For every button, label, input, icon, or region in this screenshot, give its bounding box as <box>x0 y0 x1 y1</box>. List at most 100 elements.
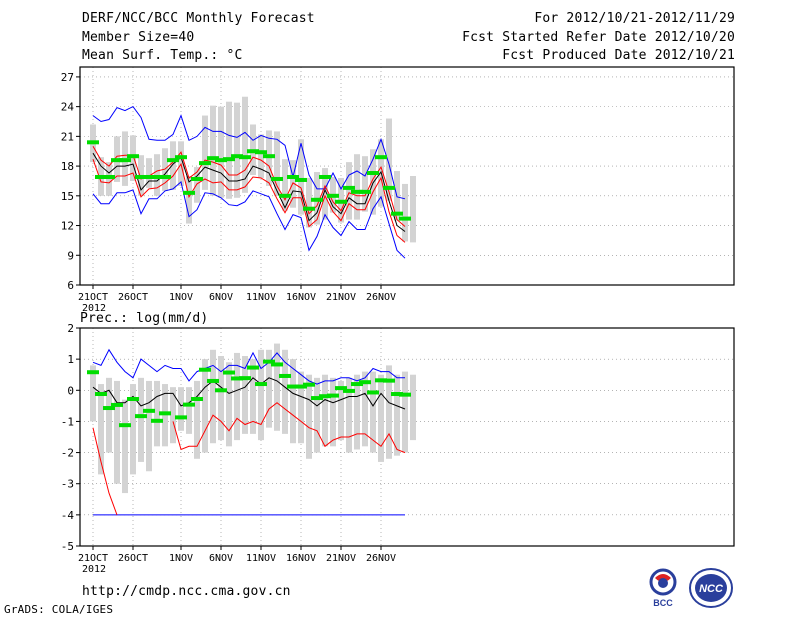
ensemble-box <box>210 105 216 196</box>
median-marker <box>271 176 283 181</box>
ncc-logo-text: NCC <box>699 583 724 595</box>
median-marker <box>183 402 195 407</box>
median-marker <box>327 393 339 398</box>
ensemble-box <box>330 377 336 447</box>
x-tick-label: 16NOV <box>286 292 316 303</box>
ensemble-box <box>274 343 280 431</box>
median-marker <box>223 157 235 162</box>
median-marker <box>119 423 131 428</box>
median-marker <box>135 174 147 179</box>
median-marker <box>239 155 251 160</box>
median-marker <box>215 158 227 163</box>
ensemble-box <box>130 384 136 475</box>
forecast-period: For 2012/10/21-2012/11/29 <box>534 11 735 26</box>
y-tick-label: 0 <box>67 384 74 397</box>
ensemble-box <box>290 359 296 444</box>
ensemble-box <box>202 359 208 453</box>
median-marker <box>367 171 379 176</box>
median-marker <box>375 155 387 160</box>
x-tick-label: 21NOV <box>326 292 356 303</box>
mean-minus-sd-line <box>92 159 406 243</box>
ensemble-box <box>114 380 120 484</box>
ensemble-box <box>370 149 376 215</box>
x-tick-label: 16NOV <box>286 553 316 564</box>
median-marker <box>103 406 115 411</box>
ensemble-box <box>410 374 416 441</box>
median-marker <box>399 216 411 221</box>
ensemble-box <box>322 374 328 447</box>
median-marker <box>95 392 107 397</box>
y-tick-label: -4 <box>61 509 75 522</box>
ensemble-box <box>394 374 400 456</box>
ensemble-box <box>122 399 128 494</box>
median-marker <box>111 402 123 407</box>
median-marker <box>343 388 355 393</box>
ensemble-box <box>346 162 352 220</box>
mean-line <box>92 152 406 232</box>
y-tick-label: 6 <box>67 279 74 292</box>
ensemble-box <box>282 159 288 211</box>
median-marker <box>335 199 347 204</box>
median-marker <box>311 396 323 401</box>
median-marker <box>151 174 163 179</box>
y-tick-label: 2 <box>67 322 74 335</box>
ensemble-box <box>146 380 152 472</box>
median-marker <box>351 382 363 387</box>
ensemble-box <box>362 371 368 447</box>
median-marker <box>95 174 107 179</box>
ensemble-box <box>410 176 416 243</box>
median-marker <box>367 390 379 395</box>
median-marker <box>103 174 115 179</box>
ensemble-box <box>170 141 176 190</box>
ensemble-box <box>314 377 320 453</box>
ensemble-box <box>186 176 192 224</box>
median-marker <box>223 370 235 375</box>
x-tick-label: 1NOV <box>169 292 193 303</box>
median-marker <box>199 367 211 372</box>
median-marker <box>87 370 99 375</box>
median-marker <box>327 193 339 198</box>
bcc-logo-text: BCC <box>653 598 673 608</box>
median-marker <box>143 408 155 413</box>
lower-line <box>92 180 406 259</box>
y-tick-label: 1 <box>67 353 74 366</box>
y-tick-label: 12 <box>61 220 74 233</box>
median-marker <box>127 397 139 402</box>
median-marker <box>87 140 99 145</box>
median-marker <box>263 154 275 159</box>
median-marker <box>391 211 403 216</box>
y-tick-label: 9 <box>67 249 74 262</box>
lower-line <box>92 402 406 516</box>
ensemble-box <box>194 167 200 203</box>
median-marker <box>319 174 331 179</box>
y-tick-label: -3 <box>61 478 74 491</box>
median-marker <box>167 158 179 163</box>
median-marker <box>399 392 411 397</box>
source-url[interactable]: http://cmdp.ncc.cma.gov.cn <box>82 584 291 599</box>
median-marker <box>135 414 147 419</box>
median-marker <box>231 154 243 159</box>
y-tick-label: -1 <box>61 415 74 428</box>
x-tick-label: 21OCT <box>78 292 108 303</box>
ensemble-box <box>306 177 312 228</box>
median-marker <box>183 190 195 195</box>
median-marker <box>391 392 403 397</box>
refer-date: Fcst Started Refer Date 2012/10/20 <box>462 30 735 45</box>
ensemble-box <box>258 134 264 178</box>
ensemble-box <box>186 387 192 434</box>
median-marker <box>191 176 203 181</box>
ensemble-box <box>178 387 184 431</box>
median-marker <box>295 384 307 389</box>
upper-line <box>92 348 405 385</box>
median-marker <box>383 185 395 190</box>
median-marker <box>343 185 355 190</box>
median-marker <box>359 189 371 194</box>
x-tick-label: 26OCT <box>118 292 148 303</box>
grads-credit: GrADS: COLA/IGES <box>4 603 114 616</box>
ensemble-box <box>354 374 360 450</box>
ensemble-box <box>226 101 232 199</box>
ensemble-box <box>234 352 240 441</box>
y-tick-label: 21 <box>61 130 74 143</box>
x-tick-label: 21NOV <box>326 553 356 564</box>
